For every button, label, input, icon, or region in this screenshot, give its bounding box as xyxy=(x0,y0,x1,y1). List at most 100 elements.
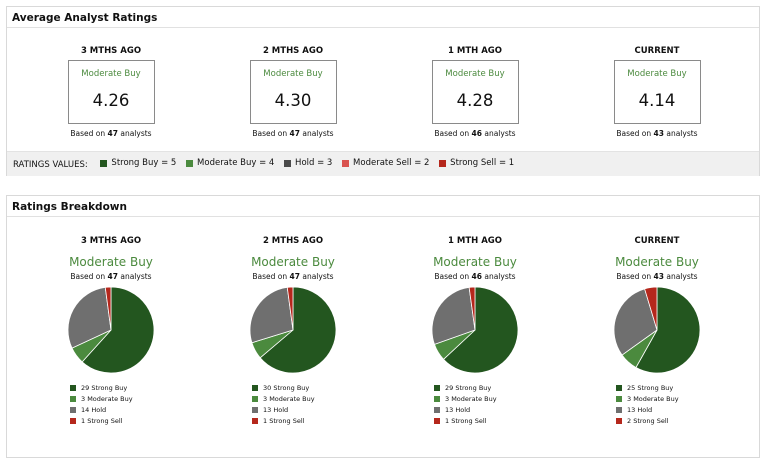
hold-swatch xyxy=(284,159,292,167)
legend-row-strong-buy: 29 Strong Buy xyxy=(434,382,550,393)
strong-buy-swatch xyxy=(252,384,258,391)
avg-column-2-months: 2 MTHS AGO Moderate Buy 4.30 Based on 47… xyxy=(218,46,368,138)
based-on-text: Based on 47 analysts xyxy=(252,129,334,138)
pie-slice-hold xyxy=(613,288,658,356)
ratings-breakdown-title: Ratings Breakdown xyxy=(7,196,759,217)
ratings-breakdown-panel: Ratings Breakdown 3 MTHS AGO Moderate Bu… xyxy=(6,195,760,458)
pie-slice-hold xyxy=(249,286,294,344)
period-label: CURRENT xyxy=(634,46,680,56)
rating-value: 4.26 xyxy=(92,91,130,110)
legend-row-strong-buy: 25 Strong Buy xyxy=(616,382,732,393)
consensus-rating: Moderate Buy xyxy=(251,255,335,269)
legend-row-hold: 13 Hold xyxy=(616,404,732,415)
legend-row-strong-sell: 2 Strong Sell xyxy=(616,415,732,426)
rating-box: Moderate Buy 4.30 xyxy=(249,60,337,124)
period-label: CURRENT xyxy=(634,236,680,246)
pie-slice-strong-sell xyxy=(468,286,476,331)
pie-slice-strong-sell xyxy=(644,286,658,331)
legend-row-moderate-buy: 3 Moderate Buy xyxy=(434,393,550,404)
legend-row-strong-buy: 29 Strong Buy xyxy=(70,382,186,393)
ratings-values-legend: RATINGS VALUES: Strong Buy = 5 Moderate … xyxy=(7,151,759,176)
period-label: 1 MTH AGO xyxy=(448,46,502,56)
average-ratings-title: Average Analyst Ratings xyxy=(7,7,759,28)
hold-swatch xyxy=(70,406,76,413)
strong-buy-swatch xyxy=(100,159,108,167)
strong-sell-swatch xyxy=(434,417,440,424)
ratings-pie-chart xyxy=(431,286,519,374)
period-label: 2 MTHS AGO xyxy=(262,236,324,246)
pie-slice-strong-buy xyxy=(259,286,337,374)
ratings-pie-chart xyxy=(249,286,337,374)
rating-box: Moderate Buy 4.26 xyxy=(67,60,155,124)
legend-row-moderate-buy: 3 Moderate Buy xyxy=(616,393,732,404)
moderate-buy-swatch xyxy=(252,395,258,402)
period-label: 3 MTHS AGO xyxy=(80,46,142,56)
legend-strong-buy: Strong Buy = 5 xyxy=(100,158,176,168)
rating-box: Moderate Buy 4.28 xyxy=(431,60,519,124)
strong-sell-swatch xyxy=(70,417,76,424)
breakdown-column-3-months: 3 MTHS AGO Moderate Buy Based on 47 anal… xyxy=(36,236,186,426)
pie-slice-strong-buy xyxy=(81,286,155,374)
strong-sell-swatch xyxy=(616,417,622,424)
avg-column-current: CURRENT Moderate Buy 4.14 Based on 43 an… xyxy=(582,46,732,138)
consensus-rating: Moderate Buy xyxy=(615,255,699,269)
based-on-text: Based on 47 analysts xyxy=(252,272,334,281)
legend-row-strong-sell: 1 Strong Sell xyxy=(70,415,186,426)
pie-slice-strong-sell xyxy=(104,286,112,331)
pie-legend: 29 Strong Buy 3 Moderate Buy 13 Hold 1 S… xyxy=(434,382,550,426)
strong-buy-swatch xyxy=(434,384,440,391)
avg-column-1-month: 1 MTH AGO Moderate Buy 4.28 Based on 46 … xyxy=(400,46,550,138)
rating-label: Moderate Buy xyxy=(627,69,687,79)
legend-hold: Hold = 3 xyxy=(284,158,332,168)
based-on-text: Based on 46 analysts xyxy=(434,129,516,138)
based-on-text: Based on 43 analysts xyxy=(616,272,698,281)
based-on-text: Based on 43 analysts xyxy=(616,129,698,138)
moderate-buy-swatch xyxy=(70,395,76,402)
ratings-pie-chart xyxy=(613,286,701,374)
consensus-rating: Moderate Buy xyxy=(69,255,153,269)
period-label: 3 MTHS AGO xyxy=(80,236,142,246)
period-label: 2 MTHS AGO xyxy=(262,46,324,56)
strong-sell-swatch xyxy=(252,417,258,424)
legend-row-hold: 13 Hold xyxy=(252,404,368,415)
moderate-buy-swatch xyxy=(616,395,622,402)
legend-row-strong-sell: 1 Strong Sell xyxy=(252,415,368,426)
hold-swatch xyxy=(434,406,440,413)
legend-row-strong-buy: 30 Strong Buy xyxy=(252,382,368,393)
rating-label: Moderate Buy xyxy=(263,69,323,79)
strong-buy-swatch xyxy=(70,384,76,391)
pie-slice-hold xyxy=(431,286,476,345)
legend-moderate-sell: Moderate Sell = 2 xyxy=(342,158,429,168)
legend-row-hold: 14 Hold xyxy=(70,404,186,415)
pie-legend: 25 Strong Buy 3 Moderate Buy 13 Hold 2 S… xyxy=(616,382,732,426)
legend-row-moderate-buy: 3 Moderate Buy xyxy=(70,393,186,404)
rating-value: 4.30 xyxy=(274,91,312,110)
based-on-text: Based on 47 analysts xyxy=(70,129,152,138)
average-ratings-panel: Average Analyst Ratings 3 MTHS AGO Moder… xyxy=(6,6,760,176)
pie-legend: 30 Strong Buy 3 Moderate Buy 13 Hold 1 S… xyxy=(252,382,368,426)
pie-slice-hold xyxy=(67,286,112,349)
period-label: 1 MTH AGO xyxy=(448,236,502,246)
moderate-buy-swatch xyxy=(434,395,440,402)
ratings-pie-chart xyxy=(67,286,155,374)
legend-moderate-buy: Moderate Buy = 4 xyxy=(186,158,274,168)
rating-box: Moderate Buy 4.14 xyxy=(613,60,701,124)
strong-sell-swatch xyxy=(439,159,447,167)
hold-swatch xyxy=(616,406,622,413)
breakdown-column-2-months: 2 MTHS AGO Moderate Buy Based on 47 anal… xyxy=(218,236,368,426)
moderate-sell-swatch xyxy=(342,159,350,167)
moderate-buy-swatch xyxy=(186,159,194,167)
based-on-text: Based on 47 analysts xyxy=(70,272,152,281)
rating-value: 4.28 xyxy=(456,91,494,110)
rating-label: Moderate Buy xyxy=(445,69,505,79)
pie-legend: 29 Strong Buy 3 Moderate Buy 14 Hold 1 S… xyxy=(70,382,186,426)
legend-row-moderate-buy: 3 Moderate Buy xyxy=(252,393,368,404)
legend-strong-sell: Strong Sell = 1 xyxy=(439,158,514,168)
ratings-values-label: RATINGS VALUES: xyxy=(13,159,88,170)
based-on-text: Based on 46 analysts xyxy=(434,272,516,281)
breakdown-column-current: CURRENT Moderate Buy Based on 43 analyst… xyxy=(582,236,732,426)
legend-row-hold: 13 Hold xyxy=(434,404,550,415)
pie-slice-strong-buy xyxy=(443,286,519,374)
legend-row-strong-sell: 1 Strong Sell xyxy=(434,415,550,426)
rating-value: 4.14 xyxy=(638,91,676,110)
